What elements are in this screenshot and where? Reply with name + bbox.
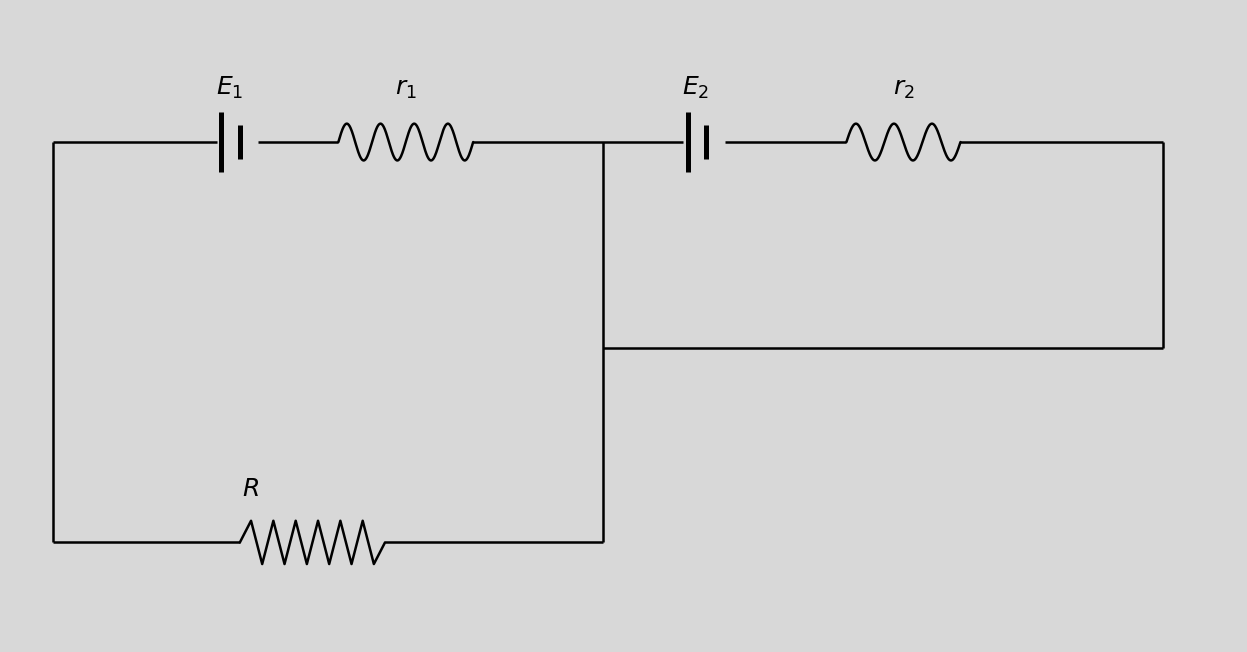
Text: $E_1$: $E_1$ [216, 75, 243, 101]
Text: $R$: $R$ [242, 477, 258, 501]
Text: $r_2$: $r_2$ [893, 77, 914, 101]
Text: $E_2$: $E_2$ [682, 75, 710, 101]
Text: $r_1$: $r_1$ [395, 77, 416, 101]
